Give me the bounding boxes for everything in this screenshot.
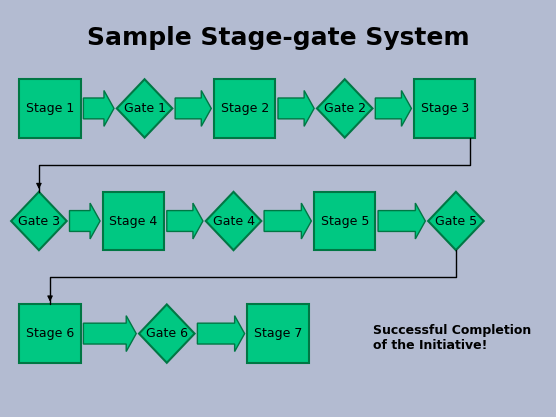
Polygon shape [428, 192, 484, 250]
Polygon shape [264, 203, 311, 239]
Bar [414, 79, 475, 138]
Text: Gate 1: Gate 1 [123, 102, 166, 115]
Polygon shape [197, 316, 245, 352]
Text: Sample Stage-gate System: Sample Stage-gate System [87, 25, 469, 50]
Text: Stage 3: Stage 3 [421, 102, 469, 115]
Polygon shape [139, 304, 195, 363]
Text: Stage 5: Stage 5 [320, 214, 369, 228]
Text: Gate 2: Gate 2 [324, 102, 366, 115]
Bar [103, 192, 164, 250]
Polygon shape [375, 90, 411, 126]
Polygon shape [11, 192, 67, 250]
Bar [19, 304, 81, 363]
Polygon shape [167, 203, 203, 239]
Polygon shape [278, 90, 314, 126]
Polygon shape [83, 316, 136, 352]
Text: Stage 4: Stage 4 [110, 214, 157, 228]
Text: Gate 4: Gate 4 [212, 214, 255, 228]
Bar [19, 79, 81, 138]
Text: Stage 6: Stage 6 [26, 327, 74, 340]
Polygon shape [175, 90, 211, 126]
Text: Gate 6: Gate 6 [146, 327, 188, 340]
Polygon shape [206, 192, 261, 250]
Text: Stage 2: Stage 2 [221, 102, 269, 115]
Text: Successful Completion
of the Initiative!: Successful Completion of the Initiative! [373, 324, 531, 352]
Polygon shape [378, 203, 425, 239]
Polygon shape [70, 203, 100, 239]
Text: Gate 5: Gate 5 [435, 214, 477, 228]
Bar [247, 304, 309, 363]
Text: Stage 7: Stage 7 [254, 327, 302, 340]
Bar [214, 79, 275, 138]
Bar [314, 192, 375, 250]
Text: Gate 3: Gate 3 [18, 214, 60, 228]
Polygon shape [317, 79, 373, 138]
Text: Stage 1: Stage 1 [26, 102, 74, 115]
Polygon shape [83, 90, 114, 126]
Polygon shape [117, 79, 172, 138]
